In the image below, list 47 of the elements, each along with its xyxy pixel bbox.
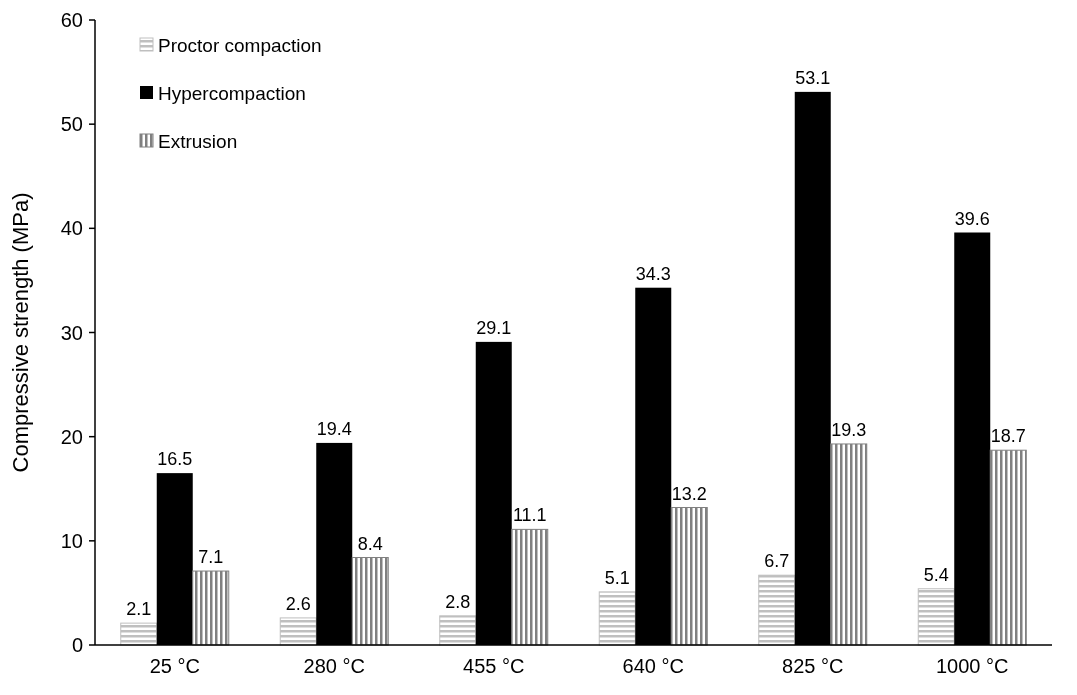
data-label: 13.2 xyxy=(671,483,707,504)
bar xyxy=(511,528,549,646)
data-label: 19.4 xyxy=(316,418,352,439)
bar xyxy=(598,591,636,646)
y-tick-label: 10 xyxy=(60,529,83,552)
bar xyxy=(279,617,317,646)
data-label: 5.1 xyxy=(604,567,630,588)
bar xyxy=(989,449,1027,646)
bar xyxy=(120,622,158,646)
bar xyxy=(830,443,868,646)
data-label: 6.7 xyxy=(764,551,790,572)
bar xyxy=(758,574,796,646)
data-label: 2.6 xyxy=(285,593,311,614)
bar xyxy=(917,588,955,646)
bar xyxy=(192,570,230,646)
data-label: 34.3 xyxy=(635,263,671,284)
x-tick-label: 455 °C xyxy=(463,655,525,677)
data-label: 53.1 xyxy=(795,67,831,88)
bar xyxy=(351,557,389,646)
data-label: 2.8 xyxy=(445,591,471,612)
x-tick-label: 25 °C xyxy=(149,655,200,677)
y-tick-label: 0 xyxy=(71,634,83,656)
data-label: 39.6 xyxy=(954,208,990,229)
y-tick-label: 50 xyxy=(60,113,83,136)
y-tick-label: 30 xyxy=(60,321,83,344)
data-label: 5.4 xyxy=(923,564,949,585)
data-label: 29.1 xyxy=(476,317,512,338)
bar xyxy=(439,615,477,646)
y-tick-label: 40 xyxy=(60,217,83,240)
data-label: 11.1 xyxy=(512,505,547,526)
data-label: 2.1 xyxy=(126,599,152,620)
x-tick-label: 640 °C xyxy=(622,655,684,677)
legend-label: Hypercompaction xyxy=(158,82,306,104)
data-label: 16.5 xyxy=(157,449,193,470)
data-label: 8.4 xyxy=(357,533,383,554)
bar xyxy=(670,507,708,646)
x-tick-label: 280 °C xyxy=(303,655,365,677)
y-axis-title: Compressive strength (MPa) xyxy=(8,192,33,473)
legend-label: Extrusion xyxy=(158,130,238,152)
y-tick-label: 60 xyxy=(60,9,83,31)
legend-label: Proctor compaction xyxy=(158,34,322,56)
x-tick-label: 825 °C xyxy=(782,655,844,677)
x-tick-label: 1000 °C xyxy=(936,655,1009,677)
y-tick-label: 20 xyxy=(60,425,83,448)
data-label: 19.3 xyxy=(831,419,867,440)
data-label: 18.7 xyxy=(990,426,1026,447)
data-label: 7.1 xyxy=(198,547,224,568)
